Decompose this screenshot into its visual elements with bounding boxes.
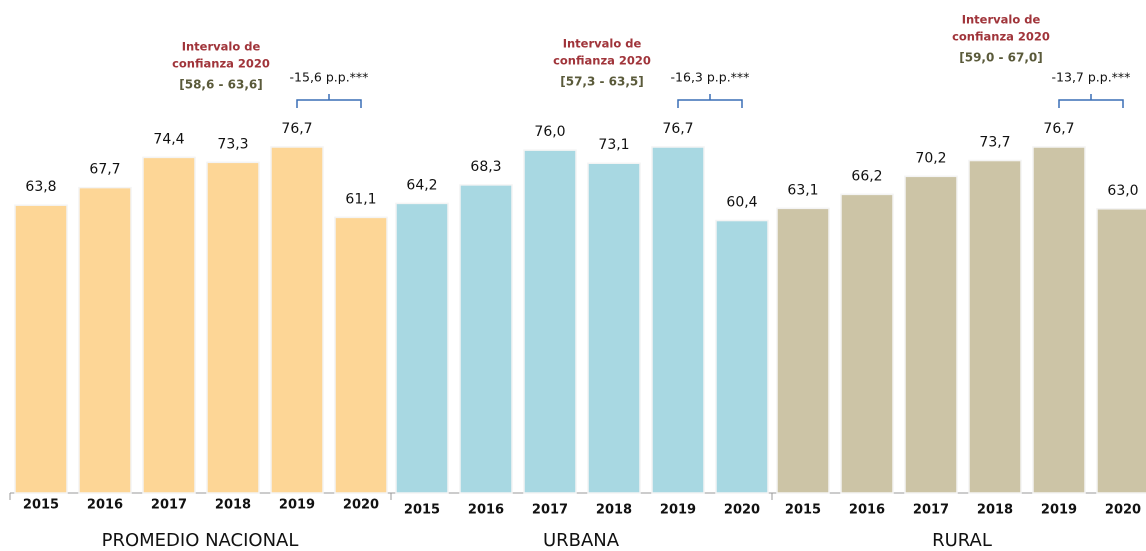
value-label: 63,1 (787, 182, 818, 198)
x-tick-label: 2018 (215, 498, 251, 513)
value-label: 67,7 (89, 162, 120, 178)
bar (715, 219, 769, 494)
value-label: 76,7 (1043, 121, 1074, 137)
value-label: 63,8 (25, 179, 56, 195)
x-tick-label: 2018 (596, 503, 632, 518)
bar (395, 202, 449, 494)
bar (334, 216, 388, 494)
bar (206, 161, 260, 494)
x-tick-label: 2015 (785, 503, 821, 518)
interval-note: Intervalo de (962, 13, 1041, 27)
bar (78, 186, 132, 494)
value-label: 76,7 (662, 121, 693, 137)
interval-note: Intervalo de (563, 37, 642, 51)
change-bracket (296, 94, 362, 108)
value-label: 60,4 (726, 195, 757, 211)
group-label: URBANA (543, 530, 620, 551)
value-label: 66,2 (851, 168, 882, 184)
x-tick-label: 2016 (849, 503, 885, 518)
x-tick-label: 2016 (87, 498, 123, 513)
value-label: 73,7 (979, 135, 1010, 151)
bar (270, 146, 324, 494)
bar (651, 146, 705, 494)
bar (968, 159, 1022, 494)
value-label: 70,2 (915, 150, 946, 166)
value-label: 76,7 (281, 121, 312, 137)
x-tick-label: 2017 (532, 503, 568, 518)
bar (523, 149, 577, 494)
bar (904, 175, 958, 494)
bar (776, 207, 830, 494)
change-label: -15,6 p.p.*** (290, 70, 369, 85)
x-tick-label: 2016 (468, 503, 504, 518)
change-bracket (1058, 94, 1124, 108)
value-label: 73,3 (217, 136, 248, 152)
bar (1096, 208, 1146, 494)
x-tick-label: 2020 (724, 503, 760, 518)
x-tick-label: 2019 (1041, 503, 1077, 518)
interval-note: [59,0 - 67,0] (959, 51, 1043, 65)
interval-note: confianza 2020 (952, 30, 1050, 44)
value-label: 63,0 (1107, 183, 1138, 199)
x-tick-label: 2020 (1105, 503, 1141, 518)
x-tick-label: 2015 (23, 498, 59, 513)
x-tick-label: 2018 (977, 503, 1013, 518)
interval-note: confianza 2020 (553, 54, 651, 68)
value-label: 76,0 (534, 124, 565, 140)
x-tick-label: 2017 (913, 503, 949, 518)
x-tick-label: 2019 (279, 498, 315, 513)
bar (142, 156, 196, 494)
change-label: -13,7 p.p.*** (1052, 70, 1131, 85)
group-label: PROMEDIO NACIONAL (102, 530, 299, 551)
value-label: 73,1 (598, 137, 629, 153)
bar (1032, 146, 1086, 494)
bar (587, 162, 641, 494)
interval-note: [58,6 - 63,6] (179, 78, 263, 92)
interval-note: [57,3 - 63,5] (560, 75, 644, 89)
x-tick-label: 2020 (343, 498, 379, 513)
bar (14, 204, 68, 494)
x-tick-label: 2015 (404, 503, 440, 518)
value-label: 61,1 (345, 191, 376, 207)
interval-note: Intervalo de (182, 40, 261, 54)
change-bracket (677, 94, 743, 108)
value-label: 64,2 (406, 177, 437, 193)
change-label: -16,3 p.p.*** (671, 70, 750, 85)
interval-note: confianza 2020 (172, 57, 270, 71)
x-tick-label: 2019 (660, 503, 696, 518)
value-label: 74,4 (153, 131, 184, 147)
x-tick-label: 2017 (151, 498, 187, 513)
value-label: 68,3 (470, 159, 501, 175)
group-label: RURAL (932, 530, 992, 551)
bar (459, 184, 513, 494)
bar (840, 193, 894, 494)
